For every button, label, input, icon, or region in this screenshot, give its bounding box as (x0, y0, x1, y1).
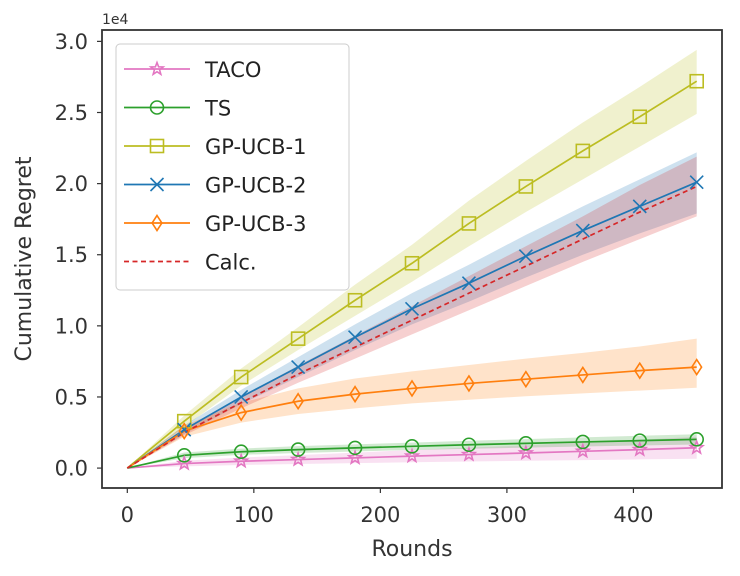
point-gp-ucb-1 (632, 109, 648, 125)
y-tick-label: 2.5 (55, 101, 88, 125)
point-gp-ucb-2 (461, 276, 477, 291)
point-ts (290, 442, 306, 457)
point-gp-ucb-2 (518, 249, 533, 264)
point-gp-ucb-1 (176, 413, 192, 429)
legend-label-gp-ucb-3: GP-UCB-3 (205, 212, 306, 236)
point-gp-ucb-2 (177, 422, 192, 437)
point-taco (460, 445, 478, 462)
legend-label-taco: TACO (204, 58, 261, 82)
point-gp-ucb-3 (463, 374, 475, 393)
y-tick-label: 0.5 (55, 385, 88, 409)
point-taco (403, 447, 421, 464)
point-taco (688, 438, 706, 455)
legend-marker-taco (148, 60, 166, 77)
x-tick-label: 400 (613, 503, 653, 527)
point-ts (575, 434, 591, 450)
y-tick-label: 1.0 (55, 314, 88, 338)
point-taco (232, 452, 250, 469)
point-ts (518, 436, 534, 451)
legend-marker-ts (149, 100, 165, 115)
line-taco (127, 446, 697, 469)
band-calc (127, 156, 697, 469)
series-markers (175, 73, 706, 471)
x-tick-label: 100 (234, 503, 274, 527)
point-gp-ucb-2 (404, 301, 420, 316)
point-gp-ucb-3 (235, 403, 248, 422)
point-gp-ucb-1 (290, 331, 306, 346)
legend: TACO TS GP-UCB-1 GP-UCB-2 GP-UCB-3 Calc. (115, 43, 350, 291)
point-gp-ucb-1 (518, 179, 534, 194)
point-taco (289, 450, 307, 467)
line-gp-ucb-3 (126, 366, 697, 469)
point-gp-ucb-1 (404, 255, 420, 271)
point-gp-ucb-1 (689, 73, 704, 89)
point-ts (632, 433, 648, 448)
point-taco (175, 454, 193, 471)
point-gp-ucb-2 (347, 330, 363, 345)
point-gp-ucb-1 (347, 292, 363, 308)
point-gp-ucb-3 (690, 358, 703, 377)
y-scale-label: 1e4 (102, 12, 129, 28)
legend-marker-gp-ucb-1 (149, 138, 165, 154)
legend-label-gp-ucb-1: GP-UCB-1 (205, 135, 306, 159)
point-gp-ucb-1 (575, 143, 591, 159)
point-gp-ucb-3 (349, 385, 361, 404)
legend-label-ts: TS (204, 97, 231, 121)
point-gp-ucb-2 (291, 360, 306, 375)
legend-box (115, 43, 350, 291)
point-gp-ucb-3 (178, 422, 191, 441)
x-tick-label: 300 (487, 503, 527, 527)
plot-frame (101, 29, 723, 489)
y-tick-label: 3.0 (55, 30, 88, 54)
y-tick-label: 2.0 (55, 172, 88, 196)
point-gp-ucb-3 (520, 370, 532, 389)
point-gp-ucb-1 (233, 369, 249, 385)
point-ts (404, 439, 420, 454)
y-axis-ticks: 0.0 0.5 1.0 1.5 2.0 2.5 3.0 (55, 30, 102, 481)
point-gp-ucb-3 (292, 392, 304, 411)
point-gp-ucb-3 (633, 361, 646, 380)
point-ts (233, 444, 249, 460)
band-gp-ucb-1 (127, 49, 697, 469)
legend-label-calc: Calc. (205, 251, 257, 275)
x-axis-label: Rounds (371, 537, 452, 562)
legend-marker-gp-ucb-2 (149, 177, 165, 192)
x-tick-label: 0 (121, 503, 134, 527)
x-tick-label: 200 (360, 503, 400, 527)
y-tick-label: 1.5 (55, 243, 88, 267)
point-taco (517, 444, 535, 461)
legend-label-gp-ucb-2: GP-UCB-2 (205, 174, 306, 198)
point-taco (631, 440, 649, 457)
line-calc (126, 185, 698, 469)
point-taco (346, 449, 364, 465)
point-gp-ucb-2 (689, 175, 704, 190)
point-ts (689, 432, 704, 447)
point-gp-ucb-3 (406, 379, 418, 398)
point-taco (574, 442, 592, 459)
point-gp-ucb-2 (575, 223, 590, 238)
line-gp-ucb-1 (126, 80, 698, 469)
x-axis-ticks: 0 100 200 300 400 (121, 488, 653, 527)
band-gp-ucb-3 (127, 338, 697, 469)
y-axis-label: Cumulative Regret (12, 156, 37, 361)
legend-marker-gp-ucb-3 (151, 214, 163, 232)
point-ts (461, 437, 477, 453)
point-gp-ucb-1 (461, 216, 477, 231)
point-gp-ucb-2 (632, 199, 647, 214)
point-gp-ucb-2 (234, 389, 249, 405)
line-ts (127, 438, 697, 469)
point-ts (176, 447, 192, 463)
point-ts (347, 440, 363, 456)
point-gp-ucb-3 (576, 365, 589, 384)
y-tick-label: 0.0 (55, 457, 88, 481)
